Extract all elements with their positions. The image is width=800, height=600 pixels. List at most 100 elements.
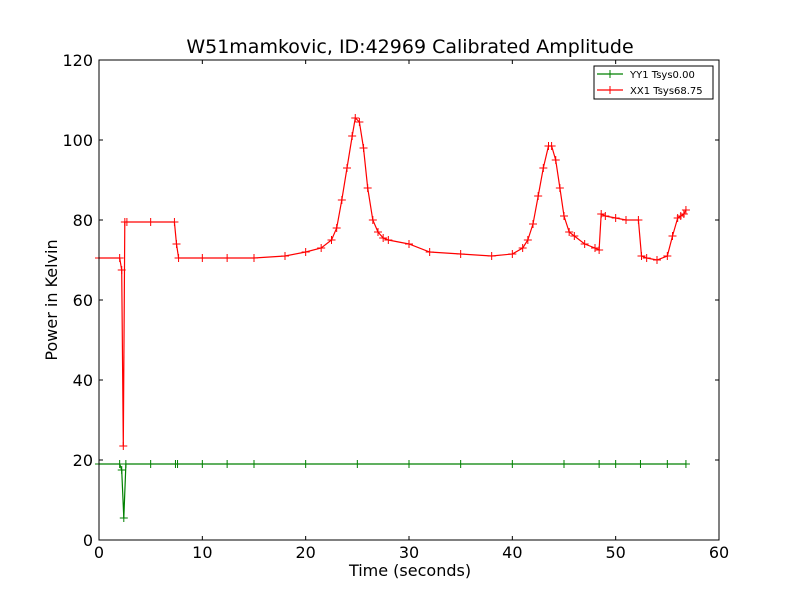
data-point-xx1 [351, 114, 360, 122]
y-tick-label: 80 [73, 211, 93, 230]
y-tick-label: 60 [73, 291, 93, 310]
axes-frame [98, 59, 720, 541]
y-tick-label: 100 [62, 131, 93, 150]
data-point-xx1 [634, 216, 643, 224]
data-point-yy1 [301, 460, 310, 468]
legend-marker-yy1 [606, 70, 614, 78]
data-point-xx1 [379, 234, 388, 242]
data-point-xx1 [348, 132, 357, 140]
data-point-xx1 [250, 254, 258, 262]
x-tick-label: 20 [295, 543, 315, 562]
data-point-xx1 [591, 244, 599, 252]
plot-area [95, 114, 690, 522]
data-point-xx1 [518, 244, 527, 252]
data-point-xx1 [529, 220, 537, 228]
data-point-xx1 [456, 250, 465, 258]
data-point-xx1 [508, 250, 517, 258]
data-point-xx1 [597, 210, 606, 218]
x-tick-label: 40 [502, 543, 522, 562]
data-point-xx1 [174, 254, 183, 262]
data-point-xx1 [405, 240, 413, 248]
data-point-yy1 [508, 460, 517, 468]
data-point-xx1 [115, 254, 124, 262]
data-point-xx1 [374, 228, 382, 236]
y-tick-label: 40 [73, 371, 93, 390]
data-point-xx1 [223, 254, 232, 262]
data-point-xx1 [301, 248, 310, 256]
legend-label-yy1: YY1 Tsys0.00 [629, 70, 695, 81]
legend-box [593, 65, 714, 100]
data-point-yy1 [173, 460, 182, 468]
data-point-xx1 [425, 248, 434, 256]
data-point-yy1 [663, 460, 672, 468]
data-point-xx1 [668, 232, 677, 240]
data-point-xx1 [337, 196, 346, 204]
data-point-xx1 [523, 236, 532, 244]
data-point-xx1 [570, 232, 579, 240]
data-point-xx1 [363, 184, 372, 192]
x-tick-label: 10 [192, 543, 212, 562]
x-tick-label: 30 [399, 543, 419, 562]
data-point-xx1 [281, 252, 289, 260]
data-point-yy1 [595, 460, 604, 468]
data-point-xx1 [679, 210, 688, 218]
chart-title: W51mamkovic, ID:42969 Calibrated Amplitu… [186, 36, 633, 58]
data-point-yy1 [681, 460, 690, 468]
data-point-xx1 [565, 228, 574, 236]
data-point-yy1 [146, 460, 155, 468]
data-point-yy1 [121, 460, 130, 468]
legend-label-xx1: XX1 Tsys68.75 [630, 86, 703, 97]
data-point-yy1 [456, 460, 465, 468]
data-point-xx1 [198, 254, 207, 262]
data-point-xx1 [146, 218, 155, 226]
data-point-xx1 [332, 224, 341, 232]
x-tick-label: 0 [94, 543, 104, 562]
data-point-xx1 [343, 164, 351, 172]
data-point-xx1 [170, 218, 179, 226]
data-point-yy1 [353, 460, 362, 468]
data-point-yy1 [117, 466, 126, 474]
data-point-xx1 [317, 244, 326, 252]
y-tick-label: 0 [83, 531, 93, 550]
data-point-xx1 [622, 216, 630, 224]
data-point-xx1 [681, 206, 690, 214]
data-point-xx1 [539, 164, 548, 172]
data-point-yy1 [250, 460, 258, 468]
data-point-xx1 [595, 246, 604, 254]
data-point-xx1 [642, 254, 651, 262]
data-point-xx1 [117, 266, 126, 274]
data-point-xx1 [534, 192, 543, 200]
data-point-xx1 [611, 214, 620, 222]
series-line-yy1 [99, 463, 686, 519]
data-point-yy1 [405, 460, 413, 468]
data-point-xx1 [663, 252, 672, 260]
data-point-xx1 [560, 212, 568, 220]
data-point-yy1 [560, 460, 568, 468]
data-point-xx1 [359, 144, 368, 152]
data-point-xx1 [368, 216, 377, 224]
data-point-yy1 [119, 514, 128, 522]
data-point-xx1 [355, 118, 364, 126]
data-point-xx1 [384, 236, 393, 244]
data-point-xx1 [487, 252, 496, 260]
data-point-xx1 [122, 218, 131, 226]
data-point-yy1 [198, 460, 207, 468]
data-point-xx1 [547, 142, 556, 150]
data-point-xx1 [551, 156, 560, 164]
x-axis-label: Time (seconds) [348, 561, 471, 580]
legend-marker-xx1 [606, 86, 614, 94]
y-tick-label: 120 [62, 51, 93, 70]
data-point-yy1 [611, 460, 620, 468]
data-point-xx1 [653, 256, 661, 264]
data-point-yy1 [223, 460, 232, 468]
x-tick-label: 50 [605, 543, 625, 562]
data-point-yy1 [636, 460, 645, 468]
data-point-xx1 [172, 240, 181, 248]
data-point-xx1 [327, 236, 336, 244]
x-tick-label: 60 [709, 543, 729, 562]
y-axis-label: Power in Kelvin [42, 239, 61, 360]
data-point-xx1 [555, 184, 564, 192]
data-point-xx1 [601, 212, 610, 220]
